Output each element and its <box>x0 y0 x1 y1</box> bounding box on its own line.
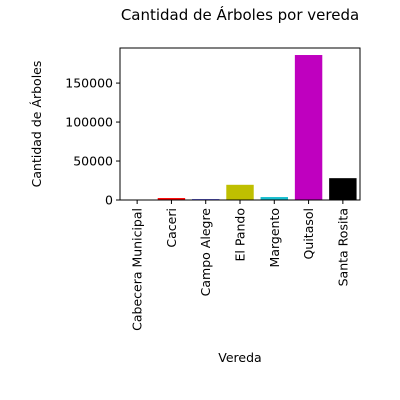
y-tick-label: 0 <box>105 193 113 208</box>
x-tick-label: Santa Rosita <box>335 208 350 286</box>
bar-quitasol <box>294 55 323 200</box>
y-axis-ticks: 0 50000 100000 150000 <box>65 76 120 208</box>
x-axis-ticks: Cabecera Municipal Caceri Campo Alegre El P… <box>130 200 350 331</box>
y-tick-label: 50000 <box>73 154 113 169</box>
x-tick-label: Caceri <box>164 208 179 248</box>
plot-frame <box>119 47 361 201</box>
x-tick-label: Campo Alegre <box>198 208 213 297</box>
x-axis-label: Vereda <box>218 350 261 365</box>
bar-el-pando <box>226 184 254 200</box>
y-tick-label: 100000 <box>65 115 113 130</box>
bars-group <box>123 55 357 200</box>
x-tick-label: Quitasol <box>301 208 316 259</box>
y-tick-label: 150000 <box>65 76 113 91</box>
chart-title: Cantidad de Árboles por vereda <box>121 5 359 24</box>
y-axis-label: Cantidad de Árboles <box>29 61 44 188</box>
x-tick-label: Cabecera Municipal <box>130 208 145 331</box>
x-tick-label: El Pando <box>233 208 248 262</box>
bar-margento <box>260 197 288 200</box>
bar-santa-rosita <box>329 178 357 200</box>
bar-caceri <box>157 198 186 200</box>
x-tick-label: Margento <box>267 208 282 267</box>
